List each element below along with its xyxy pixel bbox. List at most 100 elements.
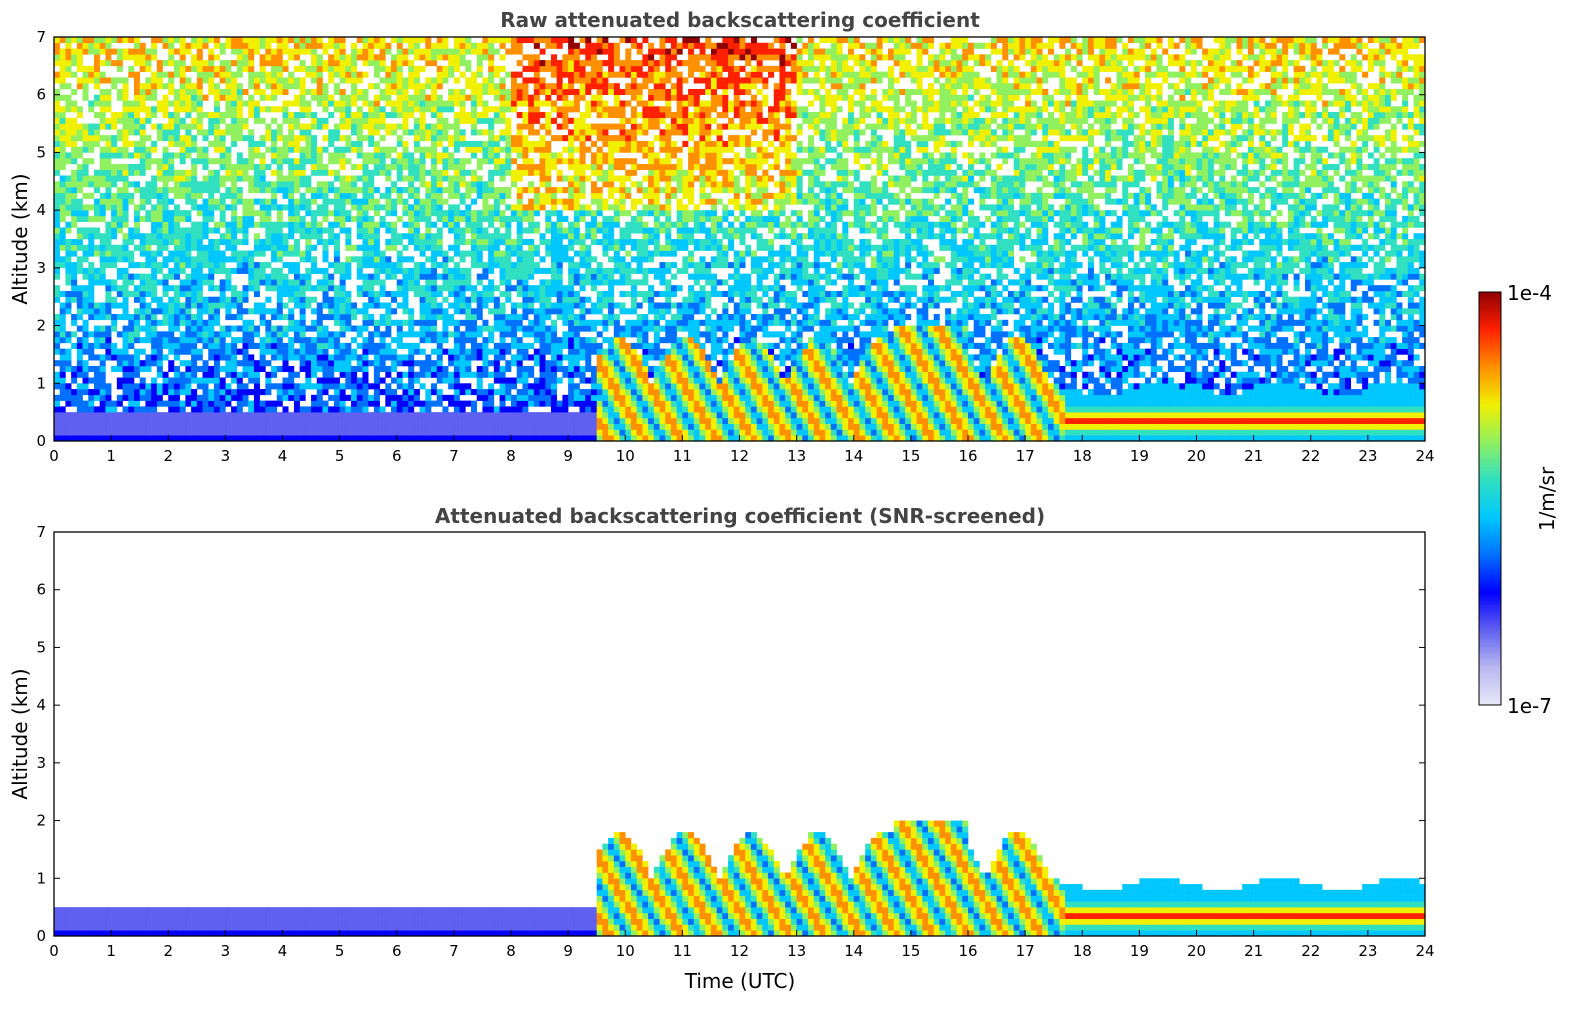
heatmap-cell <box>54 250 61 257</box>
heatmap-cell <box>339 412 346 419</box>
heatmap-cell <box>562 400 569 407</box>
heatmap-cell <box>299 360 306 367</box>
heatmap-cell <box>248 279 255 286</box>
heatmap-cell <box>265 239 272 246</box>
heatmap-cell <box>116 60 123 67</box>
heatmap-cell <box>59 60 66 67</box>
heatmap-cell <box>568 314 575 321</box>
heatmap-cell <box>225 158 232 165</box>
heatmap-cell <box>339 146 346 153</box>
heatmap-cell <box>442 54 449 61</box>
heatmap-cell <box>59 112 66 119</box>
heatmap-cell <box>196 354 203 361</box>
heatmap-cell <box>391 112 398 119</box>
heatmap-cell <box>259 435 266 442</box>
heatmap-cell <box>539 417 546 424</box>
heatmap-cell <box>391 389 398 396</box>
heatmap-cell <box>76 112 83 119</box>
heatmap-cell <box>573 135 580 142</box>
heatmap-cell <box>533 383 540 390</box>
heatmap-cell <box>225 435 232 442</box>
heatmap-cell <box>293 37 300 44</box>
heatmap-cell <box>385 325 392 332</box>
heatmap-cell <box>99 71 106 78</box>
heatmap-cell <box>133 163 140 171</box>
heatmap-cell <box>550 267 557 274</box>
heatmap-cell <box>356 354 363 361</box>
heatmap-cell <box>208 140 215 147</box>
heatmap-cell <box>156 198 163 205</box>
heatmap-cell <box>145 423 152 430</box>
heatmap-cell <box>196 417 203 424</box>
heatmap-cell <box>76 394 83 401</box>
heatmap-cell <box>185 244 192 251</box>
heatmap-cell <box>156 65 163 72</box>
heatmap-cell <box>528 354 535 361</box>
heatmap-cell <box>88 348 95 355</box>
heatmap-cell <box>305 406 312 413</box>
heatmap-cell <box>93 250 100 257</box>
heatmap-cell <box>168 342 175 349</box>
heatmap-cell <box>373 227 380 234</box>
heatmap-cell <box>425 106 432 113</box>
heatmap-cell <box>99 325 106 332</box>
heatmap-cell <box>231 106 238 113</box>
heatmap-cell <box>282 290 289 298</box>
heatmap-cell <box>316 302 323 309</box>
heatmap-cell <box>373 158 380 165</box>
heatmap-cell <box>253 146 260 153</box>
heatmap-cell <box>356 215 363 222</box>
heatmap-cell <box>442 65 449 72</box>
heatmap-cell <box>339 117 346 124</box>
heatmap-cell <box>528 94 535 101</box>
heatmap-cell <box>293 273 300 280</box>
heatmap-cell <box>122 135 129 142</box>
heatmap-cell <box>568 48 575 55</box>
heatmap-cell <box>162 377 169 384</box>
heatmap-cell <box>488 140 495 147</box>
heatmap-cell <box>533 325 540 332</box>
heatmap-cell <box>539 233 546 240</box>
heatmap-cell <box>156 279 163 286</box>
heatmap-cell <box>482 285 489 292</box>
heatmap-cell <box>408 169 415 176</box>
heatmap-cell <box>356 377 363 384</box>
heatmap-cell <box>173 37 180 44</box>
heatmap-cell <box>259 354 266 361</box>
heatmap-cell <box>282 383 289 390</box>
heatmap-cell <box>499 256 506 263</box>
heatmap-cell <box>133 423 140 430</box>
heatmap-cell <box>511 169 518 176</box>
heatmap-cell <box>339 325 346 332</box>
heatmap-cell <box>265 389 272 396</box>
heatmap-cell <box>499 239 506 246</box>
heatmap-cell <box>459 354 466 361</box>
heatmap-cell <box>93 244 100 251</box>
heatmap-cell <box>173 371 180 378</box>
heatmap-cell <box>293 42 300 49</box>
heatmap-cell <box>242 267 249 274</box>
heatmap-cell <box>253 181 260 188</box>
heatmap-cell <box>156 77 163 84</box>
heatmap-cell <box>385 175 392 182</box>
heatmap-cell <box>408 175 415 182</box>
heatmap-cell <box>133 54 140 61</box>
heatmap-cell <box>339 100 346 107</box>
heatmap-cell <box>556 377 563 384</box>
heatmap-cell <box>185 423 192 430</box>
heatmap-cell <box>453 94 460 101</box>
heatmap-cell <box>76 302 83 309</box>
heatmap-cell <box>293 83 300 90</box>
heatmap-cell <box>465 325 472 332</box>
heatmap-cell <box>196 204 203 211</box>
heatmap-cell <box>139 308 146 315</box>
heatmap-cell <box>396 158 403 165</box>
heatmap-cell <box>54 256 61 263</box>
heatmap-cell <box>568 135 575 142</box>
heatmap-cell <box>425 423 432 430</box>
heatmap-cell <box>259 423 266 430</box>
heatmap-cell <box>185 435 192 442</box>
heatmap-cell <box>562 429 569 436</box>
heatmap-cell <box>253 285 260 292</box>
heatmap-cell <box>236 221 243 228</box>
